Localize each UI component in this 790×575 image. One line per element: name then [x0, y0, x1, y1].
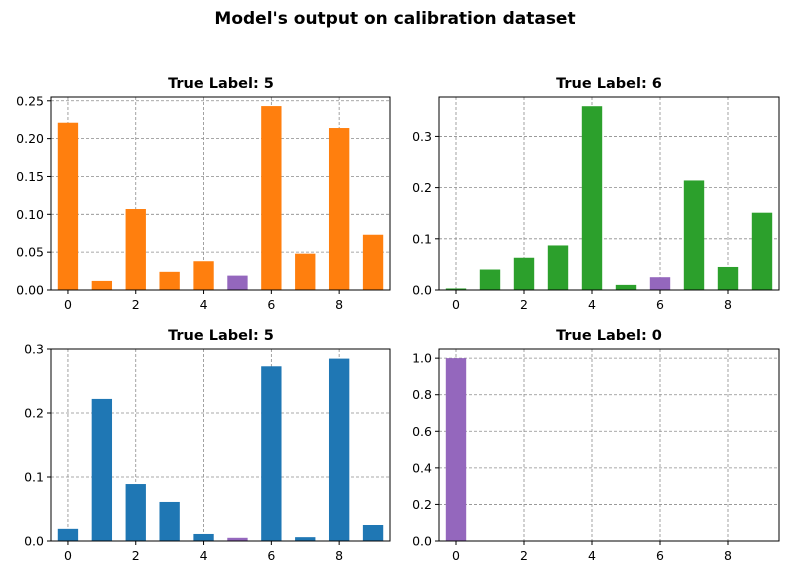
y-tick-label: 0.1 — [412, 231, 432, 246]
bar-0 — [445, 358, 467, 541]
y-tick-label: 0.00 — [16, 283, 44, 298]
x-tick-label: 6 — [656, 548, 664, 563]
bar-3 — [547, 245, 569, 290]
axes-frame — [50, 348, 391, 542]
y-tick-label: 0.05 — [16, 245, 44, 260]
subplot-bottom-right: True Label: 0 0 2 4 6 8 0.0 0.2 0.4 0.6 0.8 1.0 — [412, 328, 780, 563]
bar-4 — [193, 261, 214, 290]
figure-title: Model's output on calibration dataset — [214, 9, 575, 29]
y-tick-label: 0.25 — [16, 93, 44, 108]
x-tick-label: 0 — [452, 297, 460, 312]
axes-frame — [438, 96, 780, 291]
bar-7 — [683, 180, 705, 290]
x-tick-label: 4 — [200, 548, 208, 563]
y-tick-label: 0.2 — [24, 406, 44, 421]
bar-4 — [581, 106, 603, 291]
bar-8 — [328, 358, 350, 541]
x-tick-label: 8 — [335, 297, 343, 312]
y-tick-label: 1.0 — [412, 351, 432, 366]
y-tick-label: 0.10 — [16, 207, 44, 222]
axes-frame — [50, 96, 391, 291]
y-tick-label: 0.0 — [412, 283, 432, 298]
x-tick-label: 0 — [452, 548, 460, 563]
x-tick-label: 2 — [520, 297, 528, 312]
x-tick-label: 2 — [132, 548, 140, 563]
subplot-top-left: True Label: 5 0 2 4 6 8 0.00 0.05 0.10 0.15 0.20 0… — [16, 76, 391, 312]
bar-3 — [159, 271, 180, 290]
subplot-title: True Label: 5 — [168, 76, 274, 92]
y-tick-label: 0.2 — [412, 497, 432, 512]
bar-9 — [362, 234, 384, 290]
x-tick-label: 8 — [724, 297, 732, 312]
subplot-title: True Label: 5 — [168, 328, 274, 344]
y-tick-label: 0.8 — [412, 387, 432, 402]
subplot-top-right: True Label: 6 0 2 4 6 8 0.0 0.1 0.2 0.3 — [412, 76, 780, 312]
x-tick-label: 6 — [656, 297, 664, 312]
y-tick-label: 0.20 — [16, 131, 44, 146]
bar-4 — [193, 533, 214, 541]
x-tick-label: 8 — [335, 548, 343, 563]
bar-0 — [57, 122, 79, 290]
y-tick-label: 0.0 — [412, 534, 432, 549]
y-tick-label: 0.0 — [24, 534, 44, 549]
bar-6 — [649, 277, 671, 290]
bar-0 — [445, 288, 467, 290]
bar-1 — [91, 398, 113, 541]
subplot-title: True Label: 0 — [556, 328, 662, 344]
x-tick-label: 0 — [64, 548, 72, 563]
axes-frame — [438, 348, 780, 542]
bar-5 — [615, 284, 637, 290]
bar-0 — [57, 528, 79, 541]
bar-6 — [261, 106, 282, 290]
x-tick-label: 2 — [520, 548, 528, 563]
subplot-title: True Label: 6 — [556, 76, 662, 92]
bar-2 — [125, 209, 146, 290]
x-tick-label: 4 — [588, 548, 596, 563]
x-tick-label: 0 — [64, 297, 72, 312]
y-tick-label: 0.4 — [412, 460, 432, 475]
bar-3 — [159, 501, 180, 541]
x-tick-label: 4 — [200, 297, 208, 312]
y-tick-label: 0.1 — [24, 470, 44, 485]
bar-6 — [261, 366, 282, 541]
bar-9 — [362, 525, 384, 541]
bar-7 — [295, 253, 316, 290]
y-tick-label: 0.15 — [16, 169, 44, 184]
bar-7 — [295, 537, 316, 541]
x-tick-label: 8 — [724, 548, 732, 563]
x-tick-label: 6 — [267, 548, 275, 563]
y-tick-label: 0.3 — [24, 342, 44, 357]
bar-1 — [91, 280, 113, 290]
x-tick-label: 2 — [132, 297, 140, 312]
bar-2 — [513, 257, 535, 290]
subplot-bottom-left: True Label: 5 0 2 4 6 8 0.0 0.1 0.2 0.3 — [24, 328, 391, 563]
bar-5 — [227, 537, 248, 541]
y-tick-label: 0.6 — [412, 424, 432, 439]
bar-5 — [227, 275, 248, 290]
bar-1 — [479, 269, 501, 290]
bar-2 — [125, 484, 146, 541]
y-tick-label: 0.2 — [412, 180, 432, 195]
x-tick-label: 4 — [588, 297, 596, 312]
bar-8 — [328, 128, 350, 290]
y-tick-label: 0.3 — [412, 129, 432, 144]
bar-8 — [717, 266, 739, 290]
x-tick-label: 6 — [267, 297, 275, 312]
bar-9 — [751, 212, 773, 290]
